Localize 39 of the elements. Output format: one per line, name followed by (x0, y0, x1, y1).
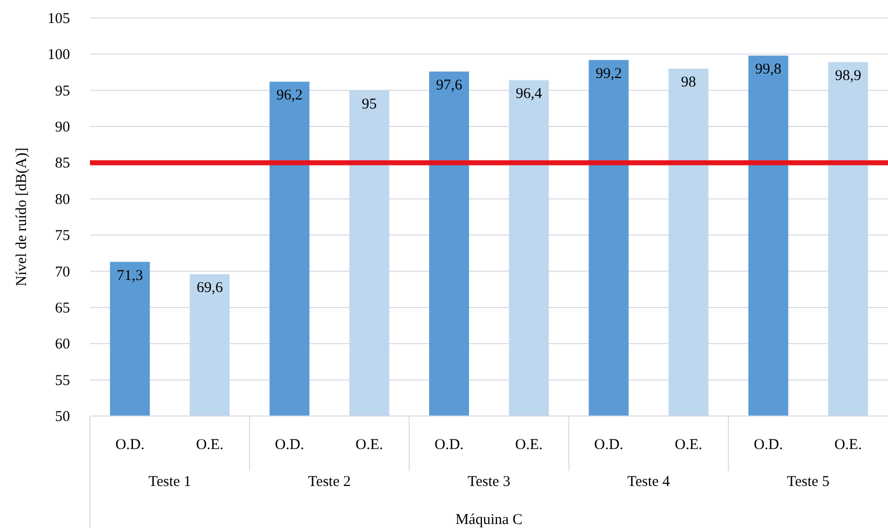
data-label: 96,4 (516, 86, 543, 102)
data-label: 97,6 (436, 78, 463, 94)
y-tick-label: 55 (55, 372, 70, 389)
data-label: 99,8 (755, 62, 782, 78)
y-tick-label: 50 (55, 409, 70, 425)
x-tick-label: Teste 2 (308, 474, 351, 490)
series-label: O.E. (196, 437, 224, 453)
x-axis-title: Máquina C (455, 512, 523, 528)
y-tick-label: 90 (55, 120, 70, 136)
y-tick-label: 70 (55, 264, 70, 280)
text: O.E. (515, 437, 543, 453)
x-tick-label: Teste 1 (148, 474, 192, 490)
y-tick-label: 95 (55, 83, 70, 100)
text: O.E. (356, 437, 384, 453)
x-tick-label: Teste 5 (786, 474, 830, 490)
x-tick-label: Teste 3 (468, 474, 510, 490)
text: O.D. (754, 437, 783, 453)
data-label: 69,6 (196, 280, 224, 296)
text: O.D. (274, 437, 304, 453)
y-tick-label: 60 (55, 336, 70, 353)
y-tick-label: 85 (55, 156, 70, 172)
data-label: 96,2 (276, 88, 303, 104)
y-axis-title: Nível de ruído [dB(A)] (14, 148, 30, 286)
y-tick-label: 105 (48, 11, 70, 27)
data-label: 98 (681, 74, 696, 91)
data-label: 95 (362, 96, 377, 112)
series-label: O.D. (115, 437, 144, 453)
text: O.D. (434, 437, 464, 453)
y-tick-label: 65 (55, 300, 70, 316)
y-tick-label: 80 (55, 192, 70, 208)
data-label: 99,2 (596, 66, 622, 82)
text: O.E. (674, 437, 702, 453)
x-tick-label: Teste 4 (627, 474, 670, 490)
data-label: 98,9 (834, 68, 862, 84)
text: O.D. (594, 437, 624, 453)
y-tick-label: 100 (48, 47, 70, 64)
text: O.E. (834, 437, 862, 453)
y-tick-label: 75 (55, 228, 70, 244)
data-label: 71,3 (116, 268, 144, 284)
